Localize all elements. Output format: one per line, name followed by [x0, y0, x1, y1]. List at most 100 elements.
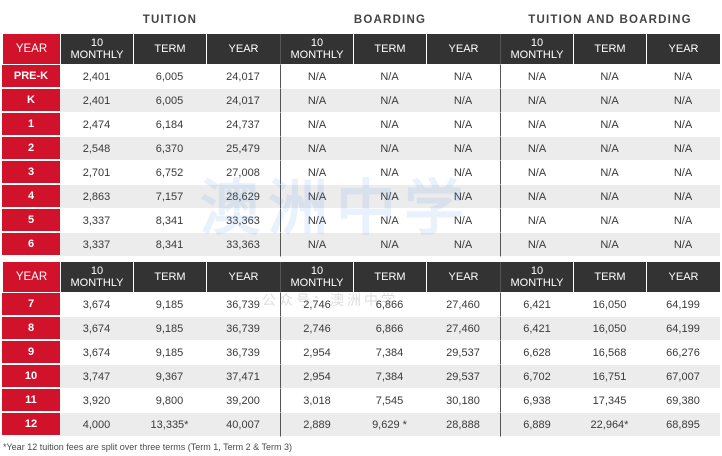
fee-cell: 3,674 [60, 341, 133, 365]
table-row: 3 2,701 6,752 27,008 N/A N/A N/A N/A N/A N/A [2, 161, 720, 185]
fee-cell: 37,471 [206, 365, 280, 389]
fee-cell: N/A [646, 113, 720, 137]
fee-cell: N/A [426, 89, 500, 113]
fee-cell: N/A [500, 137, 573, 161]
fee-cell: 2,746 [280, 317, 353, 341]
col-header-year: YEAR [2, 262, 60, 293]
year-cell: 7 [2, 293, 60, 317]
col-header-tuition-monthly: 10 MONTHLY [60, 34, 133, 65]
year-cell: 8 [2, 317, 60, 341]
col-header-tuition-term: TERM [133, 34, 206, 65]
table-row: 10 3,747 9,367 37,471 2,954 7,384 29,537 6,702 1… [2, 365, 720, 389]
col-header-boarding-term: TERM [353, 34, 426, 65]
fees-table-secondary: YEAR 10 MONTHLY TERM YEAR 10 MONTHLY TERM … [2, 262, 720, 437]
fee-cell: 16,050 [573, 293, 646, 317]
fee-cell: 7,157 [133, 185, 206, 209]
fee-cell: 68,895 [646, 413, 720, 437]
fee-cell: 3,674 [60, 317, 133, 341]
fee-cell: 6,866 [353, 317, 426, 341]
fee-cell: N/A [353, 137, 426, 161]
fee-cell: 22,964* [573, 413, 646, 437]
col-header-boarding-term: TERM [353, 262, 426, 293]
fee-cell: 66,276 [646, 341, 720, 365]
fee-cell: 6,421 [500, 317, 573, 341]
fee-cell: 28,888 [426, 413, 500, 437]
fee-cell: 64,199 [646, 317, 720, 341]
fee-cell: N/A [646, 89, 720, 113]
col-header-year: YEAR [2, 34, 60, 65]
fee-cell: N/A [353, 185, 426, 209]
fee-cell: N/A [280, 89, 353, 113]
year-cell: 4 [2, 185, 60, 209]
group-header-tuition-and-boarding: TUITION AND BOARDING [528, 14, 692, 26]
footnote: *Year 12 tuition fees are split over thr… [3, 442, 292, 452]
table-row: K 2,401 6,005 24,017 N/A N/A N/A N/A N/A N/A [2, 89, 720, 113]
table-row: 4 2,863 7,157 28,629 N/A N/A N/A N/A N/A N/A [2, 185, 720, 209]
fee-cell: N/A [573, 233, 646, 257]
year-cell: 2 [2, 137, 60, 161]
fee-cell: N/A [573, 185, 646, 209]
fee-cell: N/A [280, 233, 353, 257]
fees-table-primary: YEAR 10 MONTHLY TERM YEAR 10 MONTHLY TERM … [2, 34, 720, 257]
fee-cell: N/A [280, 113, 353, 137]
fee-cell: 7,384 [353, 341, 426, 365]
fee-cell: N/A [500, 185, 573, 209]
fee-cell: 30,180 [426, 389, 500, 413]
fee-cell: 6,938 [500, 389, 573, 413]
fee-cell: N/A [573, 113, 646, 137]
group-headers: TUITION BOARDING TUITION AND BOARDING [0, 14, 722, 30]
table-row: 1 2,474 6,184 24,737 N/A N/A N/A N/A N/A N/A [2, 113, 720, 137]
col-header-boarding-monthly: 10 MONTHLY [280, 262, 353, 293]
fee-cell: N/A [646, 65, 720, 89]
header-row: YEAR 10 MONTHLY TERM YEAR 10 MONTHLY TERM … [2, 262, 720, 293]
fee-cell: N/A [500, 209, 573, 233]
fee-cell: 16,050 [573, 317, 646, 341]
fee-cell: 2,746 [280, 293, 353, 317]
year-cell: 9 [2, 341, 60, 365]
fee-cell: N/A [280, 161, 353, 185]
fee-cell: 2,889 [280, 413, 353, 437]
fee-cell: 3,747 [60, 365, 133, 389]
fee-cell: 24,017 [206, 89, 280, 113]
fee-cell: N/A [280, 185, 353, 209]
fee-cell: N/A [426, 65, 500, 89]
table-row: 11 3,920 9,800 39,200 3,018 7,545 30,180 6,938 1… [2, 389, 720, 413]
fee-cell: 3,018 [280, 389, 353, 413]
col-header-combined-term: TERM [573, 34, 646, 65]
table-body: PRE-K 2,401 6,005 24,017 N/A N/A N/A N/A N/A N/A K… [2, 65, 720, 257]
col-header-tuition-year: YEAR [206, 262, 280, 293]
fee-cell: 33,363 [206, 233, 280, 257]
fee-cell: 24,017 [206, 65, 280, 89]
fee-cell: 28,629 [206, 185, 280, 209]
fee-cell: N/A [426, 137, 500, 161]
fee-cell: 27,008 [206, 161, 280, 185]
fee-cell: N/A [573, 65, 646, 89]
fee-cell: 29,537 [426, 365, 500, 389]
fee-cell: 17,345 [573, 389, 646, 413]
col-header-boarding-year: YEAR [426, 34, 500, 65]
fee-cell: N/A [646, 161, 720, 185]
fee-cell: 2,701 [60, 161, 133, 185]
fee-cell: 27,460 [426, 293, 500, 317]
fee-cell: 6,370 [133, 137, 206, 161]
fee-cell: 3,337 [60, 209, 133, 233]
col-header-tuition-term: TERM [133, 262, 206, 293]
fee-cell: 9,800 [133, 389, 206, 413]
fee-cell: 6,702 [500, 365, 573, 389]
fee-cell: N/A [500, 113, 573, 137]
fee-cell: N/A [500, 233, 573, 257]
fee-cell: 67,007 [646, 365, 720, 389]
table-row: 7 3,674 9,185 36,739 2,746 6,866 27,460 6,421 16… [2, 293, 720, 317]
fee-cell: N/A [426, 113, 500, 137]
col-header-combined-year: YEAR [646, 34, 720, 65]
col-header-combined-term: TERM [573, 262, 646, 293]
table-row: 5 3,337 8,341 33,363 N/A N/A N/A N/A N/A N/A [2, 209, 720, 233]
year-cell: 1 [2, 113, 60, 137]
fee-cell: N/A [646, 233, 720, 257]
fee-cell: 6,005 [133, 89, 206, 113]
fee-cell: 36,739 [206, 341, 280, 365]
fee-cell: 40,007 [206, 413, 280, 437]
fee-cell: 8,341 [133, 209, 206, 233]
fee-cell: N/A [500, 89, 573, 113]
fee-cell: N/A [646, 137, 720, 161]
